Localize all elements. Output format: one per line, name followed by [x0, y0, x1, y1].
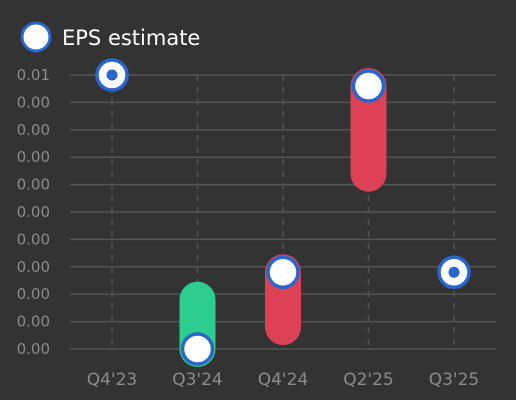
y-tick-label: 0.00: [17, 176, 50, 194]
legend-label: EPS estimate: [62, 26, 200, 50]
x-tick-label: Q4'23: [87, 370, 138, 390]
y-tick-label: 0.00: [17, 121, 50, 139]
y-tick-label: 0.00: [17, 148, 50, 166]
legend-marker-icon: [20, 21, 52, 53]
y-axis: 0.01 0.00 0.00 0.00 0.00 0.00 0.00 0.00 0.00 0.00…: [17, 66, 50, 358]
y-tick-label: 0.00: [17, 258, 50, 276]
legend[interactable]: EPS estimate: [20, 21, 200, 53]
x-tick-label: Q4'24: [258, 370, 309, 390]
x-axis: Q4'23 Q3'24 Q4'24 Q2'25 Q3'25: [87, 370, 480, 390]
x-tick-label: Q2'25: [343, 370, 394, 390]
actual-dot: [448, 266, 460, 278]
y-tick-label: 0.01: [17, 66, 50, 84]
estimate-marker[interactable]: [351, 69, 386, 103]
y-tick-label: 0.00: [17, 203, 50, 221]
y-tick-label: 0.00: [17, 285, 50, 303]
estimate-marker[interactable]: [180, 332, 215, 366]
actual-dot: [106, 69, 118, 81]
y-tick-label: 0.00: [17, 93, 50, 111]
y-tick-label: 0.00: [17, 340, 50, 358]
estimate-marker[interactable]: [266, 255, 300, 290]
x-tick-label: Q3'25: [429, 370, 480, 390]
x-tick-label: Q3'24: [172, 370, 223, 390]
estimate-markers: [95, 58, 471, 366]
y-tick-label: 0.00: [17, 230, 50, 248]
y-tick-label: 0.00: [17, 313, 50, 331]
